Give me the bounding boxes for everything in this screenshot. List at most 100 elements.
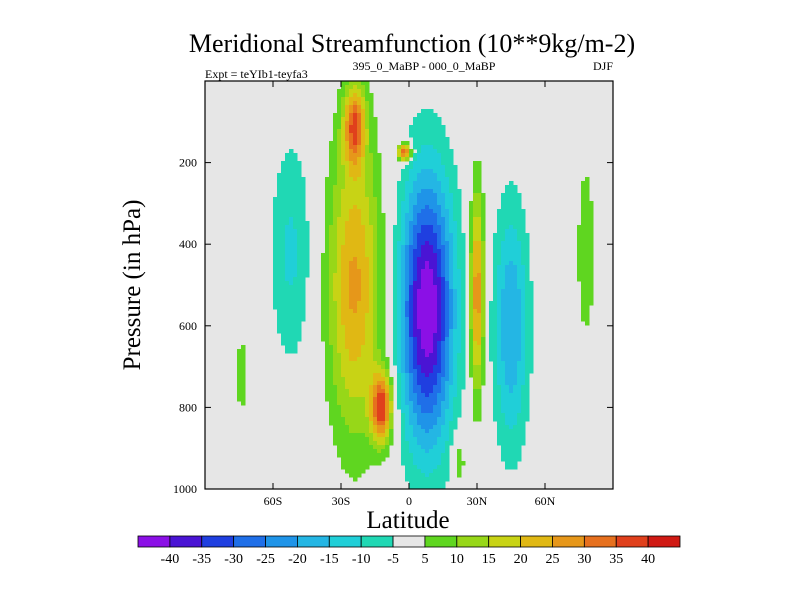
contour-cell: [493, 233, 498, 238]
contour-cell: [473, 253, 478, 258]
contour-cell: [401, 413, 406, 418]
contour-cell: [457, 465, 462, 470]
contour-cell: [285, 329, 290, 334]
contour-cell: [417, 381, 422, 386]
contour-cell: [369, 101, 374, 106]
contour-cell: [481, 321, 486, 326]
contour-cell: [409, 177, 414, 182]
contour-cell: [429, 281, 434, 286]
contour-cell: [425, 413, 430, 418]
contour-cell: [437, 309, 442, 314]
contour-cell: [461, 245, 466, 250]
contour-cell: [281, 209, 286, 214]
contour-cell: [273, 221, 278, 226]
contour-cell: [365, 437, 370, 442]
contour-cell: [589, 257, 594, 262]
contour-cell: [509, 393, 514, 398]
contour-cell: [397, 269, 402, 274]
contour-cell: [513, 337, 518, 342]
contour-cell: [369, 325, 374, 330]
contour-cell: [513, 325, 518, 330]
contour-cell: [505, 217, 510, 222]
contour-cell: [353, 357, 358, 362]
contour-cell: [277, 205, 282, 210]
contour-cell: [521, 277, 526, 282]
contour-cell: [585, 185, 590, 190]
contour-cell: [413, 193, 418, 198]
contour-cell: [493, 317, 498, 322]
contour-cell: [325, 193, 330, 198]
contour-cell: [361, 201, 366, 206]
contour-cell: [493, 321, 498, 326]
contour-cell: [493, 329, 498, 334]
contour-cell: [453, 409, 458, 414]
contour-cell: [377, 313, 382, 318]
contour-cell: [425, 373, 430, 378]
contour-cell: [501, 405, 506, 410]
contour-cell: [445, 361, 450, 366]
contour-cell: [433, 241, 438, 246]
contour-cell: [421, 177, 426, 182]
contour-cell: [373, 237, 378, 242]
contour-cell: [513, 261, 518, 266]
contour-cell: [369, 189, 374, 194]
contour-cell: [529, 325, 534, 330]
contour-cell: [349, 245, 354, 250]
contour-cell: [281, 205, 286, 210]
contour-cell: [377, 461, 382, 466]
contour-cell: [361, 185, 366, 190]
contour-cell: [589, 269, 594, 274]
contour-cell: [501, 245, 506, 250]
contour-cell: [513, 457, 518, 462]
contour-cell: [425, 237, 430, 242]
contour-cell: [361, 393, 366, 398]
contour-cell: [349, 425, 354, 430]
contour-cell: [473, 353, 478, 358]
contour-cell: [293, 153, 298, 158]
contour-cell: [473, 297, 478, 302]
contour-cell: [341, 137, 346, 142]
contour-cell: [361, 397, 366, 402]
contour-cell: [453, 277, 458, 282]
contour-cell: [417, 165, 422, 170]
contour-cell: [473, 245, 478, 250]
contour-cell: [297, 253, 302, 258]
contour-cell: [385, 381, 390, 386]
contour-cell: [357, 349, 362, 354]
contour-cell: [345, 97, 350, 102]
contour-cell: [449, 165, 454, 170]
contour-cell: [353, 373, 358, 378]
contour-cell: [521, 289, 526, 294]
contour-cell: [369, 269, 374, 274]
contour-cell: [285, 213, 290, 218]
contour-cell: [377, 353, 382, 358]
contour-cell: [453, 377, 458, 382]
contour-cell: [241, 353, 246, 358]
contour-cell: [517, 409, 522, 414]
contour-cell: [333, 421, 338, 426]
contour-cell: [301, 269, 306, 274]
contour-cell: [365, 385, 370, 390]
contour-cell: [441, 241, 446, 246]
contour-cell: [521, 353, 526, 358]
contour-cell: [505, 353, 510, 358]
contour-cell: [509, 449, 514, 454]
contour-cell: [377, 153, 382, 158]
contour-cell: [345, 469, 350, 474]
contour-cell: [333, 321, 338, 326]
contour-cell: [353, 217, 358, 222]
contour-cell: [505, 401, 510, 406]
contour-cell: [409, 165, 414, 170]
contour-cell: [341, 393, 346, 398]
contour-cell: [353, 85, 358, 90]
contour-cell: [505, 325, 510, 330]
contour-cell: [401, 409, 406, 414]
subtitle-left: Expt = teYIb1-teyfa3: [205, 67, 308, 81]
contour-cell: [293, 313, 298, 318]
contour-cell: [293, 281, 298, 286]
contour-cell: [429, 229, 434, 234]
contour-cell: [425, 421, 430, 426]
contour-cell: [341, 121, 346, 126]
contour-cell: [477, 197, 482, 202]
contour-cell: [397, 157, 402, 162]
